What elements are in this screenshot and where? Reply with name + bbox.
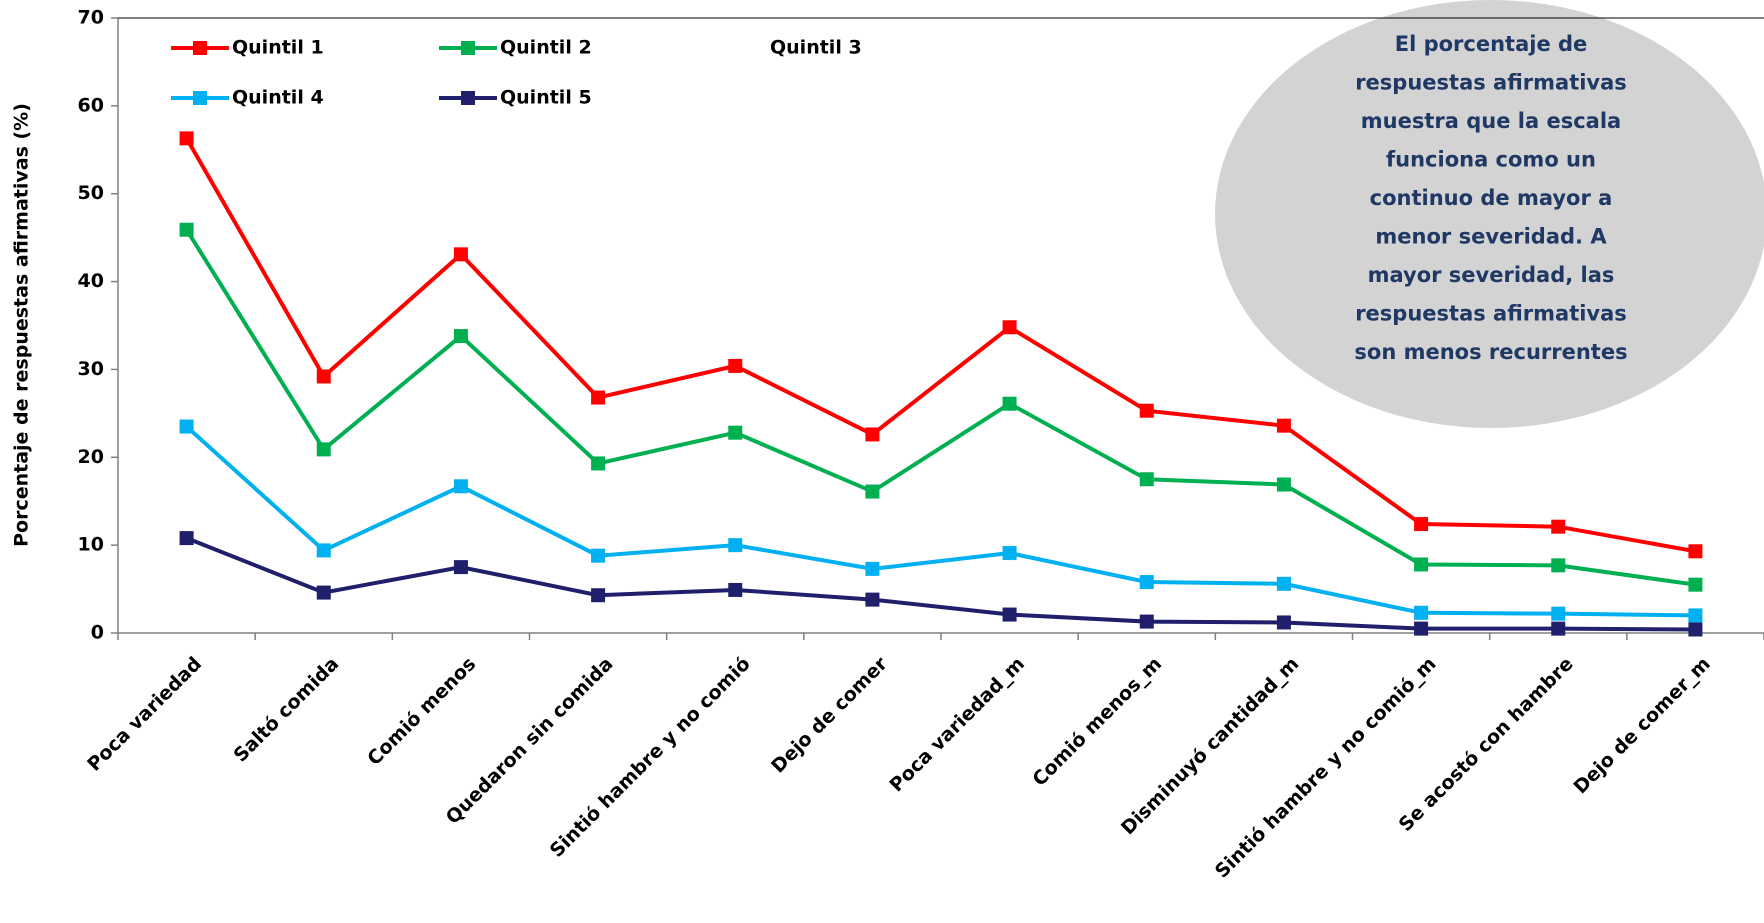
data-point [591,390,606,405]
data-point [179,131,194,146]
legend-marker [193,91,207,105]
legend-label: Quintil 4 [232,87,324,109]
data-point [865,592,880,607]
legend-marker [193,41,207,55]
x-tick-label: Saltó comida [229,653,343,767]
data-point [453,329,468,344]
data-point [865,427,880,442]
data-point [1139,472,1154,487]
data-point [179,419,194,434]
x-tick-label: Dejo de comer [767,652,892,777]
data-point [1414,517,1429,532]
y-tick-label: 70 [78,7,104,29]
data-point [865,484,880,499]
data-point [865,561,880,576]
data-point [316,442,331,457]
annotation-bubble [1215,0,1764,428]
annotation-text: continuo de mayor a [1370,186,1613,210]
data-point [591,588,606,603]
annotation-text: muestra que la escala [1361,109,1621,133]
y-tick-label: 60 [78,94,104,116]
data-point [1414,621,1429,636]
legend-label: Quintil 2 [500,37,592,59]
data-point [179,222,194,237]
legend-label: Quintil 5 [500,87,592,109]
data-point [591,456,606,471]
data-point [591,548,606,563]
data-point [728,425,743,440]
data-point [728,358,743,373]
y-tick-label: 20 [78,446,104,468]
legend-label: Quintil 1 [232,37,324,59]
x-tick-label: Poca variedad_m [885,653,1029,797]
annotation-text: respuestas afirmativas [1355,302,1627,326]
data-point [1551,519,1566,534]
y-tick-label: 50 [78,182,104,204]
series-line [184,228,1696,587]
data-point [1688,577,1703,592]
y-tick-label: 40 [78,270,104,292]
data-point [1551,606,1566,621]
data-point [1002,320,1017,335]
series-line [185,536,1696,632]
data-point [1276,576,1291,591]
x-tick-label: Comió menos_m [1028,653,1166,791]
series-line [185,425,1696,618]
data-point [1276,418,1291,433]
y-tick-label: 30 [78,358,104,380]
data-point [453,247,468,262]
legend-marker [731,41,745,55]
annotation-text: son menos recurrentes [1354,340,1627,364]
x-tick-label: Dejo de comer_m [1569,653,1714,798]
data-point [1551,558,1566,573]
x-tick-label: Sintió hambre y no comió_m [1211,653,1441,883]
y-axis-label: Porcentaje de respuestas afirmativas (%) [11,103,33,547]
annotation-text: El porcentaje de [1395,32,1588,56]
data-point [728,538,743,553]
data-point [1139,575,1154,590]
x-tick-label: Poca variedad [83,653,206,776]
legend-marker [461,91,475,105]
x-tick-label: Comió menos [363,653,480,770]
data-point [316,585,331,600]
annotation-text: menor severidad. A [1375,225,1607,249]
data-point [179,531,194,546]
data-point [1276,615,1291,630]
series-line [184,137,1696,554]
data-point [453,560,468,575]
data-point [1414,557,1429,572]
data-point [1688,608,1703,623]
data-point [316,369,331,384]
data-point [1414,605,1429,620]
data-point [1002,546,1017,561]
data-point [1276,477,1291,492]
data-point [1139,614,1154,629]
data-point [316,543,331,558]
legend-marker [461,41,475,55]
annotation-text: respuestas afirmativas [1355,71,1627,95]
y-tick-label: 0 [91,622,104,644]
data-point [728,582,743,597]
legend-label: Quintil 3 [770,37,862,59]
data-point [1688,622,1703,637]
y-tick-label: 10 [78,534,104,556]
data-point [1551,621,1566,636]
data-point [1139,403,1154,418]
annotation-text: mayor severidad, las [1368,263,1615,287]
data-point [453,479,468,494]
data-point [1002,607,1017,622]
annotation-text: funciona como un [1386,148,1596,172]
data-point [1688,544,1703,559]
data-point [1002,396,1017,411]
